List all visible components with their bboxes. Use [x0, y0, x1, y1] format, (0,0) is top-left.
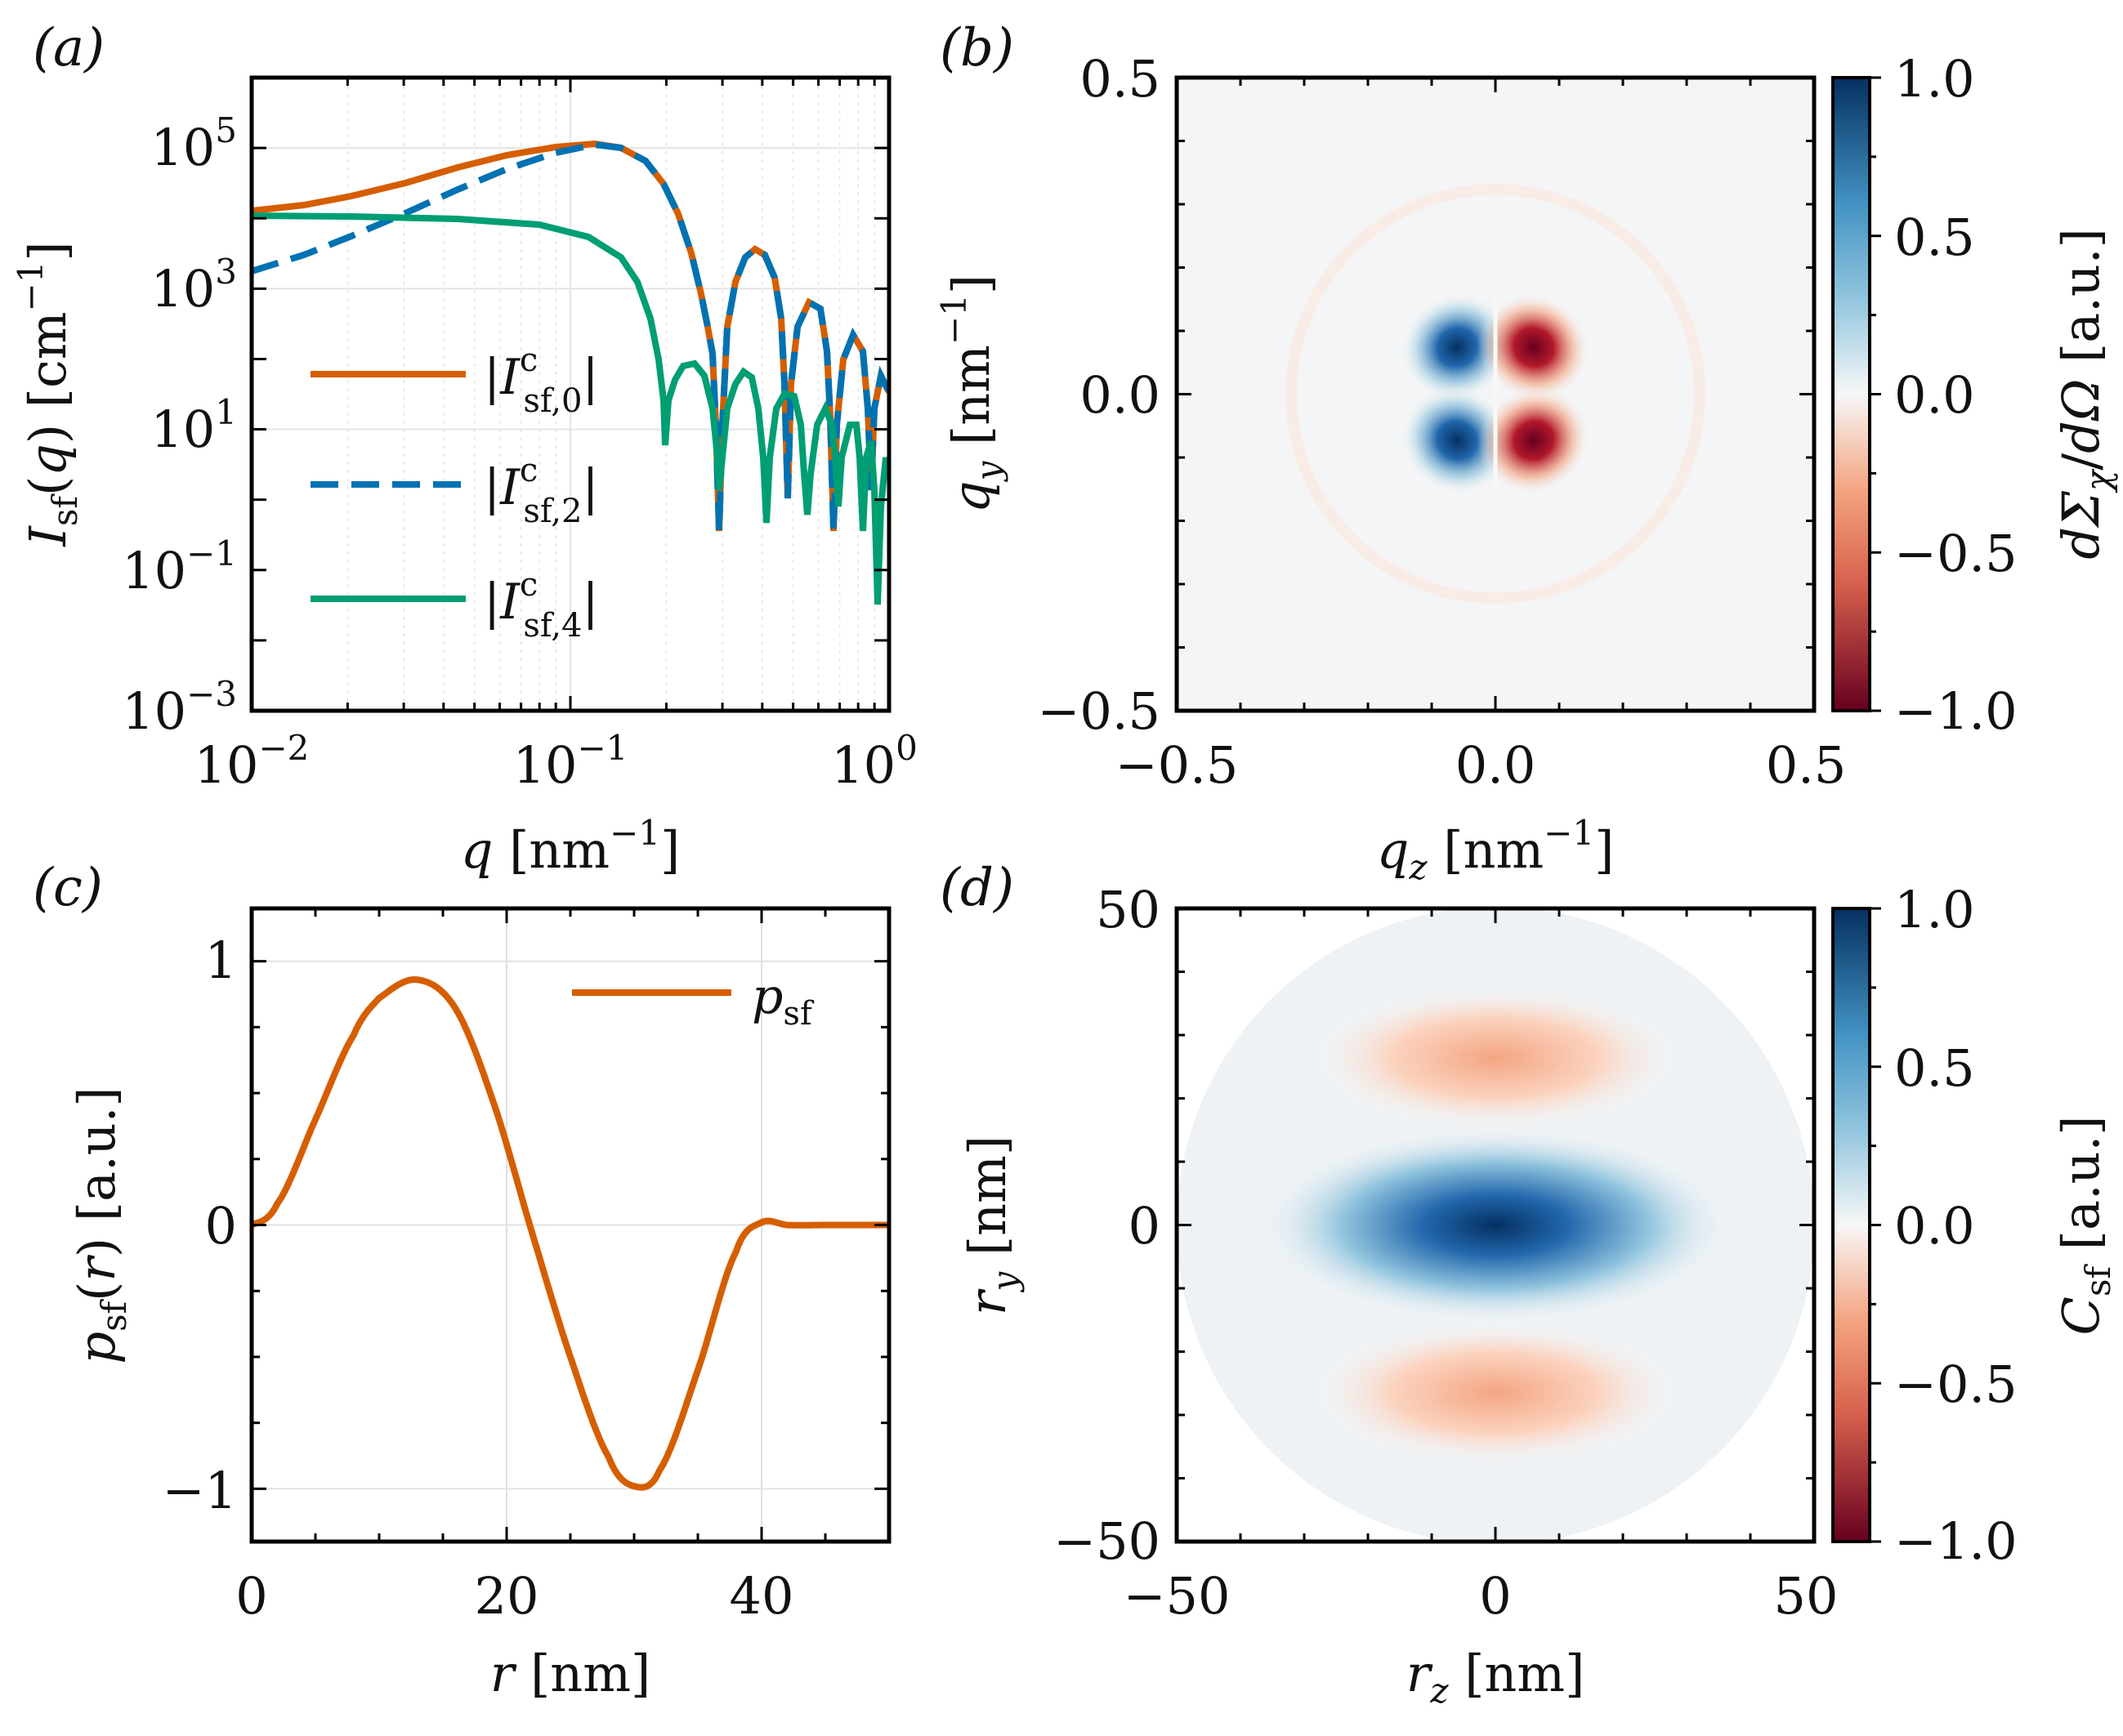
lobe-upper-right — [1477, 292, 1590, 402]
b-ytick-1: 0.0 — [1079, 365, 1160, 425]
cbar-b-tick-2: 0.0 — [1894, 365, 1975, 425]
panel-d: −50 0 50 −50 0 50 rz [nm] ry [nm] 1.0 0.… — [958, 880, 2118, 1711]
band-upper — [1307, 984, 1683, 1131]
c-ylabel: psf(r) [a.u.] — [67, 1087, 134, 1363]
cbar-b-tick-1: 0.5 — [1894, 208, 1975, 267]
panel-letter-a: (a) — [33, 18, 105, 78]
panel-d-ticks — [1175, 907, 1816, 1543]
cbar-b-label: dΣχ/dΩ [a.u.] — [2051, 228, 2118, 559]
legend-a-0: |Ic sf,0| — [484, 341, 599, 420]
b-xtick-1: 0.0 — [1455, 735, 1536, 795]
b-xtick-2: 0.5 — [1766, 735, 1847, 795]
a-ytick-1e1: 101 — [150, 392, 237, 459]
d-ytick-1: 0 — [1129, 1196, 1160, 1256]
b-xtick-0: −0.5 — [1115, 735, 1239, 795]
cbar-d-tick-2: 0.0 — [1894, 1196, 1975, 1256]
band-center — [1258, 1127, 1732, 1323]
panel-letter-d: (d) — [940, 858, 1014, 918]
lobe-lower-right — [1477, 386, 1590, 495]
c-xtick-1: 20 — [475, 1566, 539, 1626]
d-xtick-0: −50 — [1124, 1566, 1231, 1626]
panel-letter-b: (b) — [940, 18, 1014, 78]
a-xtick-1e-1: 10−1 — [513, 728, 628, 795]
c-ytick-1: 0 — [205, 1196, 237, 1256]
d-xlabel: rz [nm] — [1406, 1644, 1585, 1711]
cbar-b-tick-3: −0.5 — [1894, 524, 2018, 583]
panel-a: |Ic sf,0| |Ic sf,2| |Ic sf,4| 10−2 10−1 100… — [11, 75, 918, 880]
d-ytick-0: −50 — [1053, 1511, 1160, 1571]
colorbar-d — [1831, 907, 1871, 1543]
c-ytick-0: 1 — [205, 930, 237, 990]
cbar-d-tick-1: 0.5 — [1894, 1038, 1975, 1098]
series-p-sf — [252, 975, 889, 1491]
a-ytick-1e5: 105 — [150, 110, 237, 177]
b-xlabel: qz [nm−1] — [1377, 813, 1615, 887]
b-ytick-2: 0.5 — [1079, 49, 1160, 109]
a-ytick-1e3: 103 — [150, 252, 237, 319]
band-lower — [1307, 1319, 1683, 1466]
a-xlabel: q [nm−1] — [461, 813, 680, 880]
panel-a-ticks — [250, 76, 889, 712]
a-xtick-1e0: 100 — [831, 728, 918, 795]
a-ylabel: Isf(q) [cm−1] — [11, 241, 85, 547]
cbar-d-tick-4: −1.0 — [1894, 1511, 2018, 1571]
cbar-d-tick-3: −0.5 — [1894, 1354, 2018, 1414]
panel-b: −0.5 0.0 0.5 −0.5 0.0 0.5 qz [nm−1] qy [… — [934, 49, 2118, 887]
c-xtick-0: 0 — [235, 1566, 267, 1626]
c-ytick-2: −1 — [163, 1461, 237, 1520]
panel-c: psf 0 20 40 1 0 −1 r [nm] psf(r) [a.u.] — [67, 906, 892, 1703]
colorbar-b — [1831, 76, 1871, 712]
panel-c-ticks — [250, 908, 891, 1542]
cbar-b-tick-4: −1.0 — [1894, 681, 2018, 741]
colorbar-d-ticks — [1870, 907, 1881, 1543]
series-i-sf-2 — [252, 141, 889, 532]
d-xtick-2: 50 — [1774, 1566, 1839, 1626]
panel-a-legend: |Ic sf,0| |Ic sf,2| |Ic sf,4| — [311, 341, 599, 645]
legend-a-2: |Ic sf,2| — [484, 452, 599, 530]
cbar-d-label: Csf [a.u.] — [2051, 1116, 2118, 1336]
cbar-d-tick-0: 1.0 — [1894, 880, 1975, 939]
colorbar-b-ticks — [1870, 76, 1881, 712]
d-ylabel: ry [nm] — [958, 1136, 1025, 1315]
a-xtick-1e-2: 10−2 — [194, 728, 310, 795]
cbar-b-tick-0: 1.0 — [1894, 49, 1975, 109]
d-ytick-2: 50 — [1096, 880, 1160, 939]
panel-c-legend: psf — [572, 968, 815, 1033]
legend-c-0: psf — [752, 968, 815, 1033]
b-ytick-0: −0.5 — [1037, 681, 1160, 741]
panel-b-ticks — [1175, 76, 1816, 712]
d-xtick-1: 0 — [1479, 1566, 1511, 1626]
legend-a-4: |Ic sf,4| — [484, 566, 599, 645]
b-ylabel: qy [nm−1] — [934, 274, 1008, 513]
a-ytick-1e-3: 10−3 — [122, 674, 237, 741]
c-xlabel: r [nm] — [490, 1644, 650, 1703]
c-xtick-2: 40 — [730, 1566, 794, 1626]
panel-letter-c: (c) — [33, 858, 103, 918]
a-ytick-1e-1: 10−1 — [122, 533, 237, 600]
series-i-sf-4 — [252, 212, 889, 605]
